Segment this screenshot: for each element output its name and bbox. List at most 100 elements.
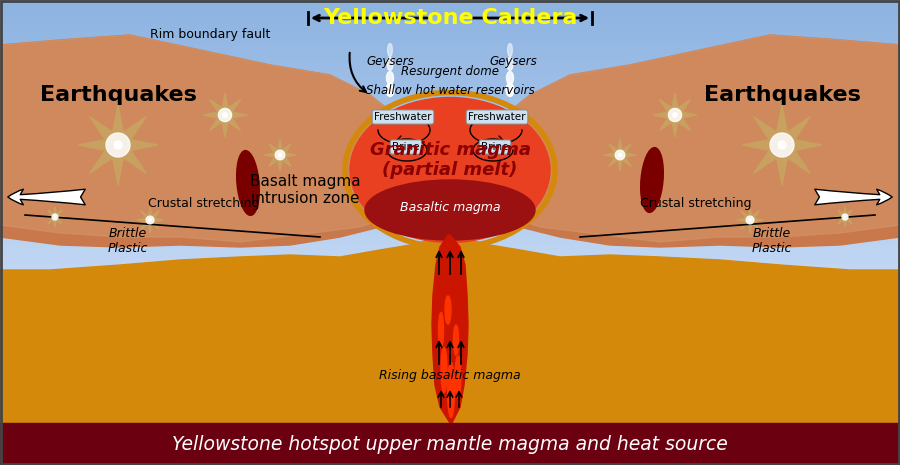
Bar (0, 202, 900, 203)
Bar (0, 75, 900, 76)
Ellipse shape (455, 356, 461, 398)
Bar (0, 428, 900, 429)
Bar (0, 318, 900, 319)
Bar (0, 305, 900, 306)
Bar (0, 448, 900, 449)
Bar (0, 59, 900, 60)
Bar (0, 360, 900, 361)
Bar (0, 438, 900, 439)
Bar (0, 420, 900, 421)
Ellipse shape (842, 214, 848, 220)
Bar (0, 417, 900, 418)
Ellipse shape (508, 44, 512, 57)
Bar (0, 52, 900, 53)
Bar (0, 27, 900, 28)
Bar (0, 163, 900, 164)
Bar (0, 181, 900, 182)
Bar (0, 409, 900, 410)
Bar (0, 378, 900, 379)
Bar (0, 266, 900, 267)
Bar (0, 64, 900, 65)
Bar (0, 194, 900, 195)
Bar (0, 92, 900, 93)
Bar (0, 40, 900, 41)
Bar (0, 234, 900, 235)
Bar (0, 26, 900, 27)
Bar (0, 445, 900, 446)
Bar (0, 78, 900, 79)
Bar (0, 308, 900, 309)
Text: Freshwater: Freshwater (468, 112, 526, 122)
Bar (0, 426, 900, 427)
Bar (0, 168, 900, 169)
Bar (0, 418, 900, 419)
Text: Rising basaltic magma: Rising basaltic magma (379, 368, 521, 381)
Bar (0, 435, 900, 436)
Bar (0, 395, 900, 396)
Bar (0, 182, 900, 183)
Ellipse shape (673, 113, 677, 117)
Bar (0, 138, 900, 139)
Bar (0, 265, 900, 266)
Bar (0, 455, 900, 456)
Bar (0, 335, 900, 336)
Bar (0, 188, 900, 189)
Bar (0, 377, 900, 378)
Bar (0, 385, 900, 386)
Bar (0, 77, 900, 78)
Bar (0, 424, 900, 425)
Bar (0, 118, 900, 119)
Bar (0, 70, 900, 71)
Bar (0, 146, 900, 147)
Bar (0, 84, 900, 85)
Bar (0, 236, 900, 237)
Text: Rim boundary fault: Rim boundary fault (149, 28, 270, 41)
Bar (0, 328, 900, 329)
Bar (0, 185, 900, 186)
Bar (0, 172, 900, 173)
Polygon shape (480, 35, 900, 247)
Bar (0, 264, 900, 265)
Polygon shape (737, 207, 763, 233)
Bar (0, 237, 900, 238)
Bar (0, 295, 900, 296)
Bar (0, 203, 900, 204)
Bar (0, 419, 900, 420)
Bar (0, 186, 900, 187)
Ellipse shape (749, 219, 752, 221)
Bar (0, 334, 900, 335)
Bar (0, 425, 900, 426)
Bar (0, 249, 900, 250)
Bar (0, 271, 900, 272)
Bar (0, 390, 900, 391)
Bar (0, 50, 900, 51)
Bar (0, 115, 900, 116)
Bar (0, 343, 900, 344)
Bar (0, 112, 900, 113)
Polygon shape (45, 207, 65, 227)
Bar (0, 273, 900, 274)
Bar (0, 25, 900, 26)
Bar (0, 155, 900, 156)
Bar (0, 212, 900, 213)
Ellipse shape (641, 147, 663, 213)
Bar (0, 431, 900, 432)
Bar (0, 350, 900, 351)
Bar (0, 137, 900, 138)
Polygon shape (480, 35, 900, 242)
Ellipse shape (445, 296, 451, 324)
Bar (0, 287, 900, 288)
Bar (0, 439, 900, 440)
Bar (0, 190, 900, 191)
Bar (0, 341, 900, 342)
Bar (0, 262, 900, 263)
Bar (0, 451, 900, 452)
Bar (0, 379, 900, 380)
Bar (0, 376, 900, 377)
Ellipse shape (778, 141, 786, 149)
Bar (0, 3, 900, 4)
Text: Basaltic magma: Basaltic magma (400, 200, 500, 213)
Bar (0, 300, 900, 301)
Bar (0, 130, 900, 131)
Bar (0, 213, 900, 214)
